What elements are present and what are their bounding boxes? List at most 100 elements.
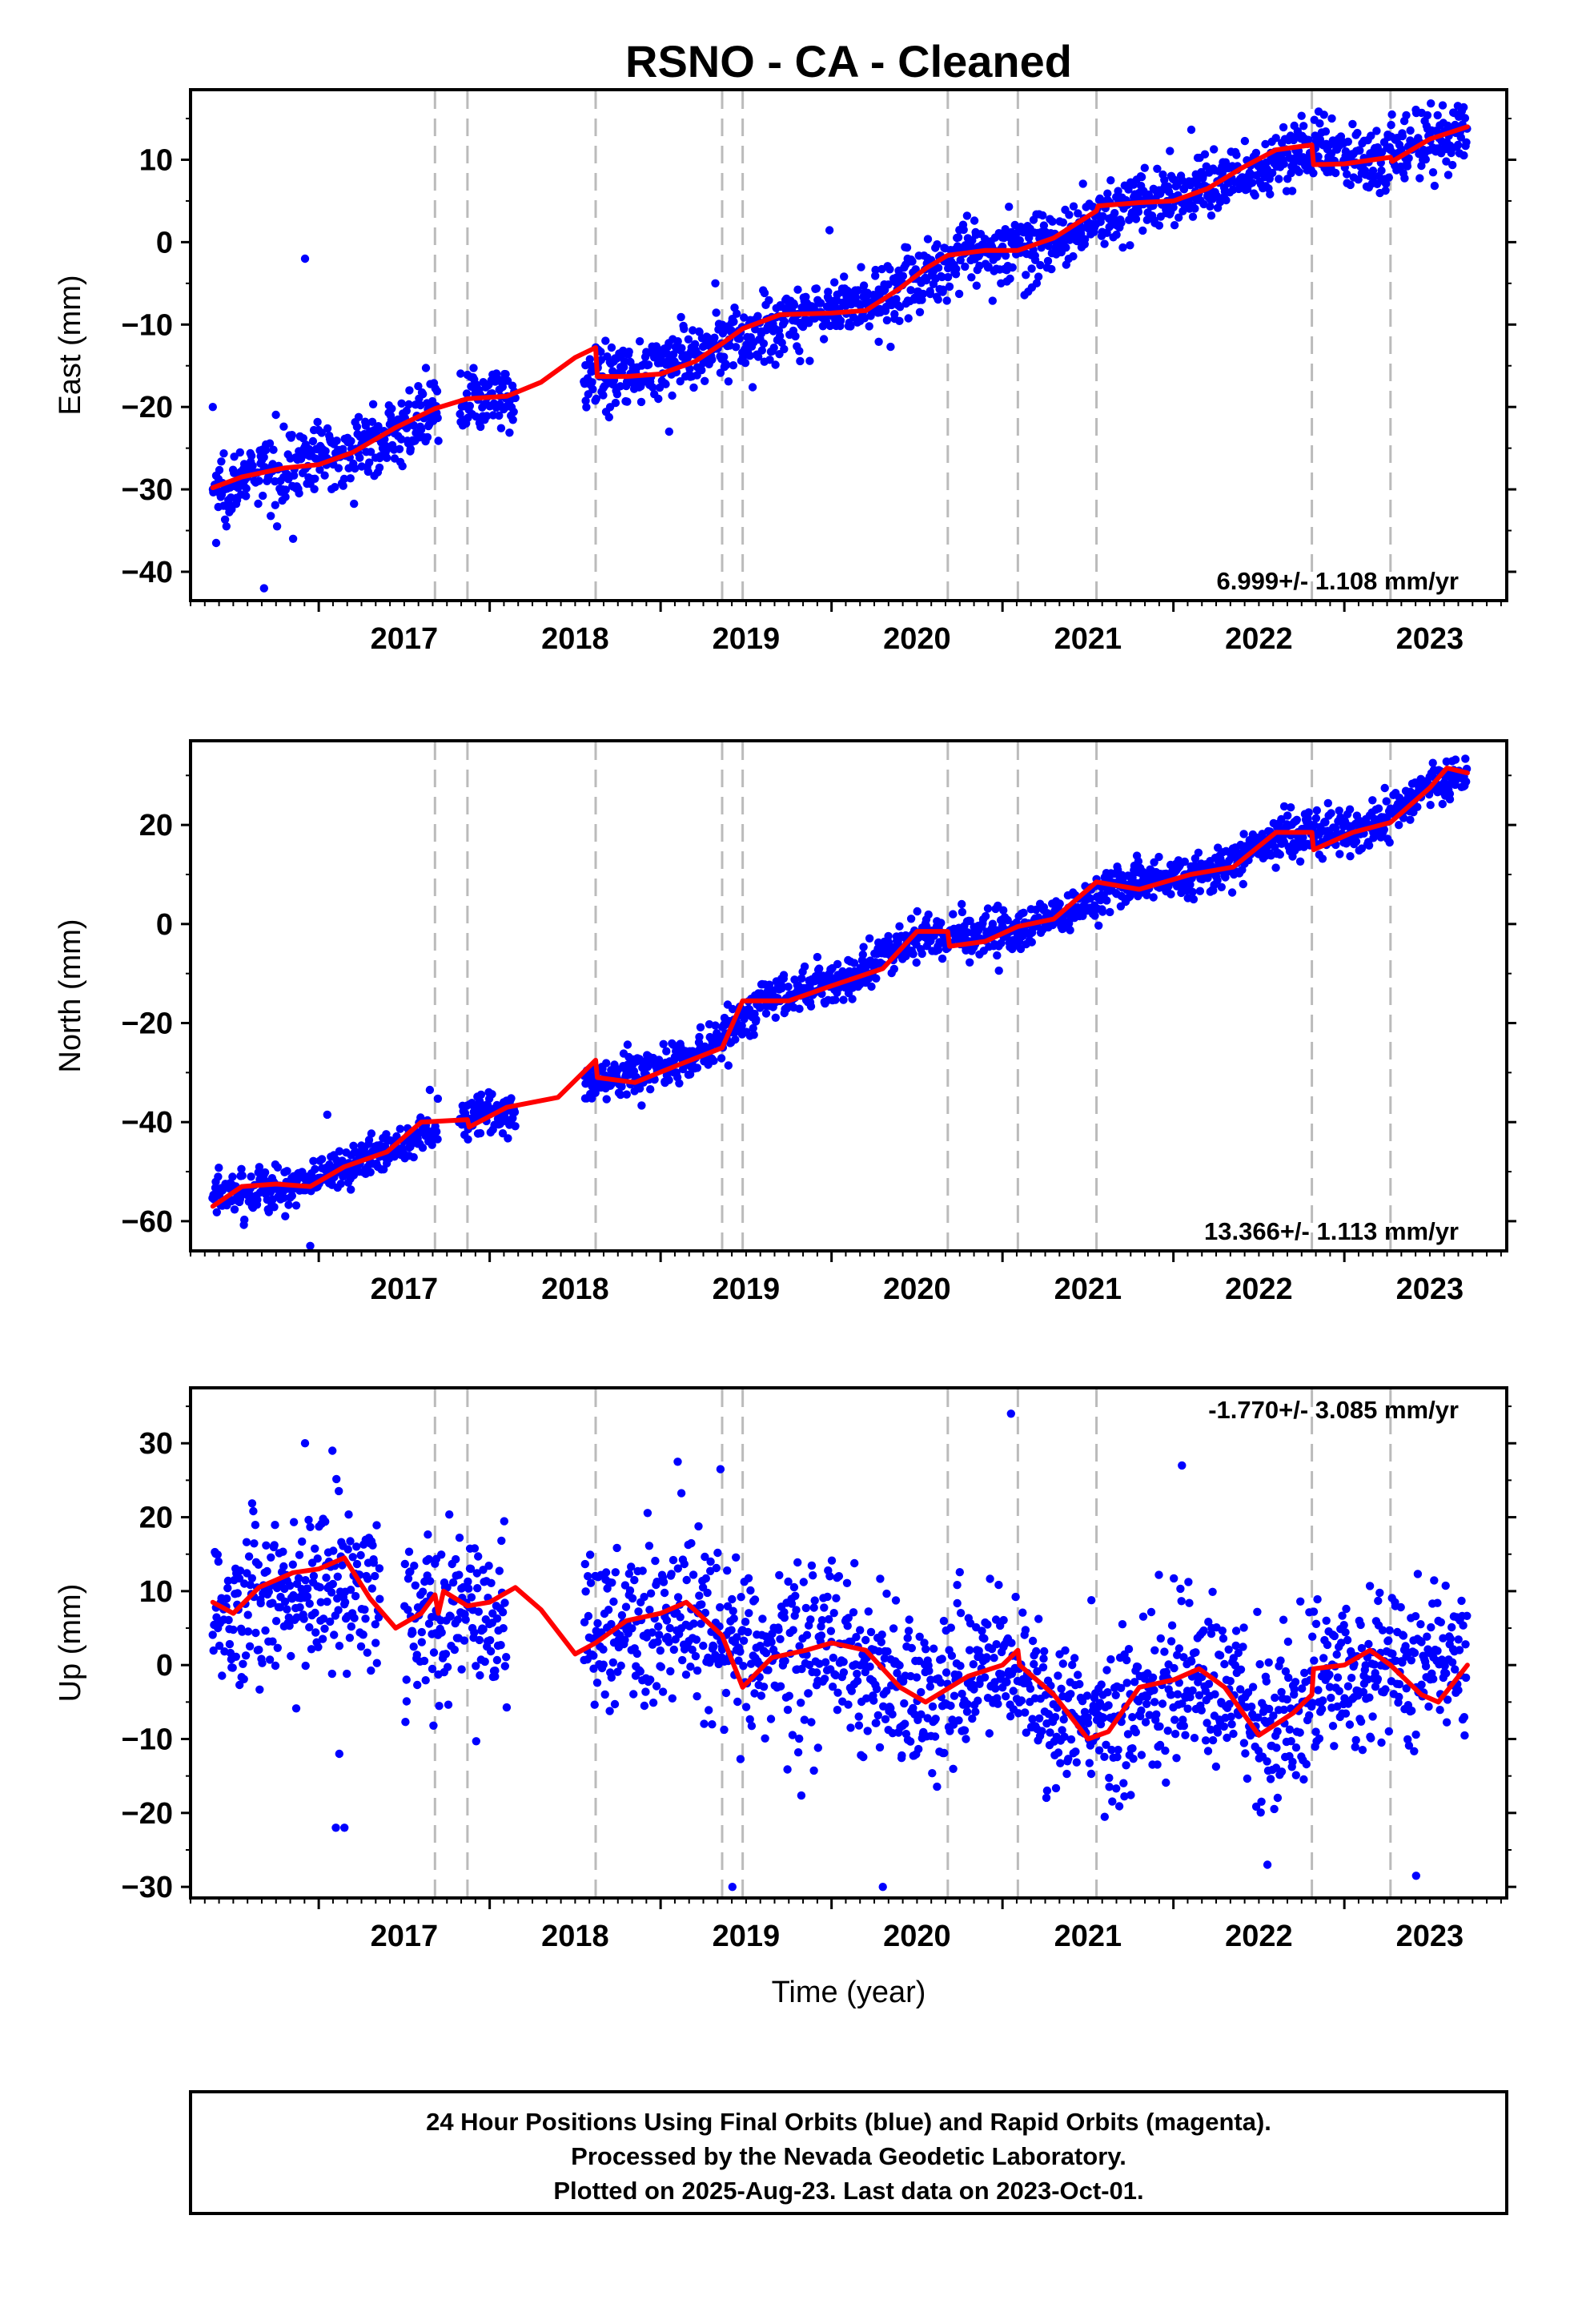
data-point xyxy=(255,1645,263,1655)
data-point xyxy=(241,1651,251,1660)
data-point xyxy=(997,1670,1006,1679)
data-point xyxy=(240,1215,249,1224)
data-point xyxy=(272,522,282,531)
data-point xyxy=(676,1613,685,1622)
data-point xyxy=(662,1616,672,1625)
data-point xyxy=(801,1603,810,1613)
data-point xyxy=(243,1610,252,1619)
data-point xyxy=(839,1668,849,1677)
data-point xyxy=(332,1474,341,1484)
data-point xyxy=(1011,1592,1020,1602)
data-point xyxy=(288,1560,297,1569)
data-point xyxy=(1309,169,1318,178)
data-point xyxy=(821,1658,830,1667)
data-point xyxy=(752,1015,761,1024)
data-point xyxy=(1040,1647,1049,1656)
data-point xyxy=(653,1638,662,1647)
data-point xyxy=(809,1766,818,1775)
data-point xyxy=(433,413,442,423)
data-point xyxy=(238,1171,247,1180)
data-point xyxy=(368,1541,377,1550)
data-point xyxy=(891,1596,901,1605)
data-point xyxy=(235,448,244,457)
data-point xyxy=(1005,203,1014,211)
data-point xyxy=(727,1626,736,1634)
data-point xyxy=(1048,217,1057,226)
data-point xyxy=(945,282,954,292)
data-point xyxy=(360,1605,369,1614)
data-point xyxy=(1066,1735,1076,1744)
data-point xyxy=(445,1510,454,1519)
data-point xyxy=(474,1607,483,1616)
data-point xyxy=(1240,136,1250,146)
data-point xyxy=(1174,213,1183,222)
data-point xyxy=(608,1658,617,1667)
data-point xyxy=(600,1690,609,1699)
data-point xyxy=(1451,755,1460,764)
data-point xyxy=(339,481,347,490)
data-point xyxy=(465,401,474,410)
data-point xyxy=(331,483,339,492)
data-point xyxy=(299,434,307,443)
data-point xyxy=(640,1701,649,1711)
data-point xyxy=(1140,163,1150,172)
data-point xyxy=(279,1562,288,1571)
data-point xyxy=(758,1614,767,1623)
data-point xyxy=(215,465,224,475)
data-point xyxy=(329,1546,338,1555)
data-point xyxy=(1374,804,1383,813)
data-point xyxy=(667,1570,676,1578)
data-point xyxy=(335,1642,344,1651)
rate-label: 13.366+/- 1.113 mm/yr xyxy=(1204,1217,1459,1245)
data-point xyxy=(1117,219,1126,227)
data-point xyxy=(405,386,414,395)
data-point xyxy=(701,1574,710,1583)
data-point xyxy=(303,1584,312,1593)
data-point xyxy=(1039,221,1049,230)
data-point xyxy=(942,296,951,305)
data-point xyxy=(457,1665,466,1674)
data-point xyxy=(409,421,419,430)
data-point xyxy=(602,1059,611,1068)
data-point xyxy=(897,1751,906,1760)
data-point xyxy=(669,1555,678,1565)
data-point xyxy=(1126,241,1134,250)
data-point xyxy=(711,1021,720,1030)
data-point xyxy=(1065,211,1074,219)
data-point xyxy=(677,1489,686,1498)
data-point xyxy=(1206,202,1215,211)
data-point xyxy=(675,1079,684,1088)
data-point xyxy=(1251,191,1259,200)
data-point xyxy=(759,339,769,348)
data-point xyxy=(1400,174,1409,183)
data-point xyxy=(1398,131,1407,141)
data-point xyxy=(946,1701,955,1711)
data-point xyxy=(270,1541,279,1550)
data-point xyxy=(605,1707,614,1715)
data-point xyxy=(230,468,239,477)
data-point xyxy=(455,1534,464,1542)
data-point xyxy=(994,1699,1002,1708)
data-point xyxy=(843,1622,852,1630)
data-point xyxy=(486,1636,495,1645)
data-point xyxy=(1380,783,1389,793)
data-point xyxy=(423,432,432,442)
data-point xyxy=(279,1547,287,1556)
data-point xyxy=(1034,1614,1043,1623)
data-point xyxy=(269,445,278,454)
data-point xyxy=(254,1560,263,1570)
data-point xyxy=(496,1641,505,1650)
data-point xyxy=(729,1606,737,1615)
data-point xyxy=(352,1559,362,1569)
data-point xyxy=(492,1655,502,1665)
data-point xyxy=(741,359,750,368)
data-point xyxy=(1299,122,1308,131)
data-point xyxy=(806,1615,815,1624)
data-point xyxy=(217,457,226,466)
data-point xyxy=(281,485,291,494)
data-point xyxy=(322,1573,331,1582)
data-point xyxy=(500,1598,509,1607)
data-point xyxy=(1377,166,1386,175)
data-point xyxy=(444,1700,453,1709)
data-point xyxy=(330,1630,339,1639)
